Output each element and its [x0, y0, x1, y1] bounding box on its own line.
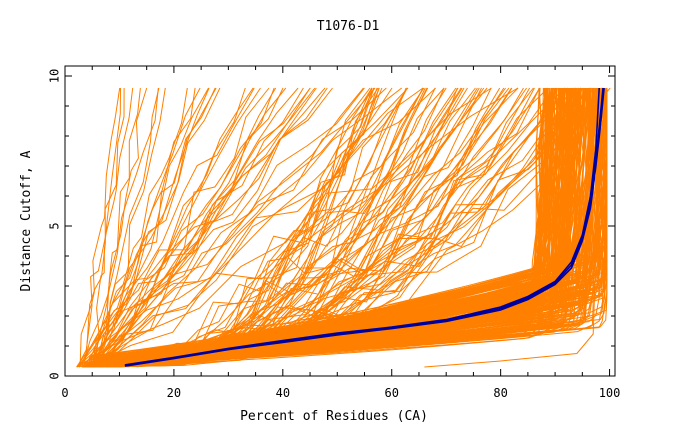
model-curve: [81, 87, 403, 368]
model-curve: [82, 87, 159, 368]
model-curve: [112, 87, 501, 368]
model-curve: [91, 87, 141, 368]
x-axis-label: Percent of Residues (CA): [240, 409, 428, 424]
model-curve: [76, 87, 311, 368]
model-curve: [91, 87, 569, 368]
model-curve: [90, 87, 592, 368]
model-curve: [102, 87, 579, 368]
model-curve: [109, 87, 513, 368]
model-curve: [84, 87, 311, 368]
model-curve: [95, 87, 209, 368]
models-layer: [76, 87, 611, 368]
y-axis-label: Distance Cutoff, A: [19, 150, 34, 291]
model-curve: [95, 87, 364, 368]
model-curve: [107, 87, 429, 368]
x-tick-label: 80: [493, 386, 507, 400]
model-curve: [85, 87, 210, 368]
x-tick-label: 60: [385, 386, 399, 400]
model-curve: [78, 87, 387, 368]
model-curve: [93, 87, 277, 368]
x-tick-label: 100: [599, 386, 621, 400]
y-tick-label: 5: [48, 222, 62, 229]
model-curve: [76, 87, 221, 368]
chart-title: T1076-D1: [317, 19, 380, 34]
x-tick-label: 0: [61, 386, 68, 400]
model-curve: [94, 87, 121, 368]
model-curve: [92, 87, 148, 368]
x-axis: 0 20 40 60 80 100: [61, 66, 620, 400]
y-tick-label: 10: [48, 69, 62, 83]
model-curve: [85, 87, 528, 368]
model-curve: [76, 87, 134, 368]
model-curve: [95, 87, 492, 368]
model-curve: [88, 87, 519, 368]
model-curve: [88, 87, 408, 368]
model-curve: [95, 87, 201, 368]
model-curve: [92, 87, 566, 368]
y-tick-label: 0: [48, 372, 62, 379]
x-tick-label: 20: [167, 386, 181, 400]
highlight-series-line: [124, 87, 605, 367]
model-curve: [77, 87, 287, 368]
model-curve: [76, 87, 255, 368]
series-layer: [124, 87, 605, 367]
plot-frame: [64, 65, 616, 377]
model-curve: [90, 87, 246, 368]
highlight-series-line: [124, 87, 600, 366]
model-curve: [91, 87, 376, 368]
model-curve: [90, 87, 447, 368]
model-curve: [424, 87, 602, 368]
model-curve: [82, 87, 604, 368]
model-curve: [79, 87, 121, 368]
model-curve: [92, 87, 284, 368]
y-axis: 0 5 10: [48, 69, 615, 380]
x-tick-label: 40: [276, 386, 290, 400]
